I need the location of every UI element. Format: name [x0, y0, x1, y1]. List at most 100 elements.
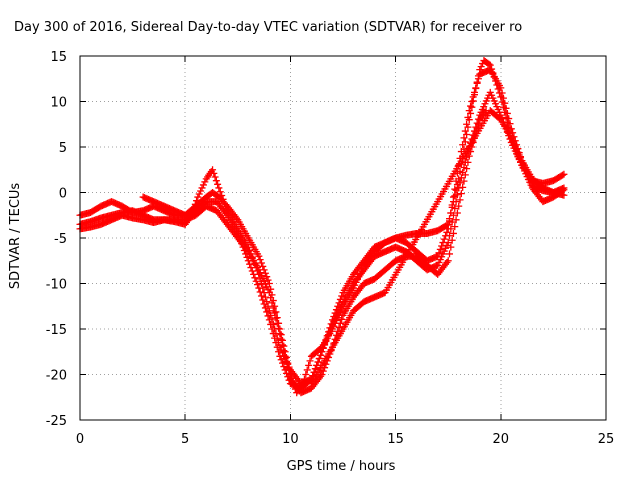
data-point: [238, 240, 246, 248]
data-point: [440, 235, 448, 243]
data-point: [263, 273, 271, 281]
data-point: [282, 369, 290, 377]
y-tick-label: 10: [50, 96, 67, 111]
data-point: [444, 225, 452, 233]
data-point: [473, 79, 481, 87]
data-point: [255, 284, 263, 292]
data-point: [315, 355, 323, 363]
data-point: [268, 325, 276, 333]
data-point: [216, 188, 224, 196]
data-point: [250, 270, 258, 278]
data-point: [256, 288, 264, 296]
data-point: [197, 187, 205, 195]
data-point: [254, 281, 262, 289]
data-point: [335, 299, 343, 307]
data-point: [259, 262, 267, 270]
data-point: [273, 319, 281, 327]
data-point: [453, 209, 461, 217]
data-point: [436, 245, 444, 253]
data-point: [457, 190, 465, 198]
data-point: [257, 292, 265, 300]
data-point: [460, 134, 468, 142]
data-point: [461, 171, 469, 179]
data-point: [447, 209, 455, 217]
data-point: [276, 330, 284, 338]
data-point: [442, 232, 450, 240]
data-point: [275, 348, 283, 356]
data-point: [264, 312, 272, 320]
data-point: [239, 243, 247, 251]
y-tick-label: -20: [46, 369, 67, 384]
data-point: [503, 109, 511, 117]
data-point: [460, 177, 468, 185]
data-point: [456, 196, 464, 204]
data-point: [323, 332, 331, 340]
data-point: [259, 296, 267, 304]
data-point: [251, 274, 259, 282]
data-point: [198, 184, 206, 192]
data-point: [272, 339, 280, 347]
data-point: [279, 341, 287, 349]
data-point: [474, 120, 482, 128]
data-point: [498, 89, 506, 97]
data-point: [267, 294, 275, 302]
data-point: [277, 335, 285, 343]
series-track-e: [307, 107, 568, 388]
data-point: [302, 371, 310, 378]
data-point: [452, 216, 460, 224]
data-point: [438, 242, 446, 250]
data-point: [280, 363, 288, 371]
axis-ticks: 0 5 10 15 20 25 -25 -20 -15 -10 -5 0 5 10 15: [46, 50, 615, 447]
data-point: [211, 173, 219, 181]
data-point: [281, 366, 289, 374]
data-point: [435, 249, 443, 257]
data-point: [195, 190, 203, 198]
data-point: [256, 256, 264, 264]
data-point: [218, 192, 226, 200]
data-point: [284, 373, 292, 381]
data-point: [455, 202, 463, 210]
x-tick-label: 5: [181, 432, 189, 447]
data-point: [209, 166, 217, 174]
data-point: [321, 340, 329, 348]
data-point: [268, 299, 276, 307]
data-point: [199, 181, 207, 189]
data-point: [326, 324, 334, 332]
data-point: [506, 120, 514, 128]
data-point: [464, 158, 472, 166]
x-tick-label: 25: [598, 432, 615, 447]
data-point: [257, 259, 265, 267]
y-axis-label: SDTVAR / TECUs: [8, 183, 23, 290]
data-point: [318, 348, 326, 356]
data-point: [472, 84, 480, 92]
data-point: [451, 223, 459, 231]
data-point: [469, 93, 477, 101]
data-points: [76, 57, 568, 397]
x-tick-label: 0: [76, 432, 84, 447]
data-point: [461, 127, 469, 135]
data-point: [265, 289, 273, 297]
data-point: [244, 257, 252, 265]
data-point: [210, 169, 218, 177]
data-point: [505, 115, 513, 123]
data-point: [449, 229, 457, 237]
data-point: [502, 104, 510, 112]
data-point: [497, 84, 505, 92]
data-point: [322, 336, 330, 344]
data-point: [499, 94, 507, 102]
data-point: [459, 141, 467, 149]
data-point: [248, 267, 256, 275]
data-point: [246, 260, 254, 268]
data-point: [220, 199, 228, 207]
data-point: [468, 98, 476, 105]
x-tick-label: 20: [493, 432, 510, 447]
data-point: [271, 309, 279, 317]
y-tick-label: -5: [54, 232, 67, 247]
data-point: [285, 376, 293, 384]
data-point: [275, 324, 283, 332]
data-point: [269, 330, 277, 338]
data-point: [255, 252, 263, 260]
data-point: [193, 197, 201, 205]
data-point: [279, 359, 287, 367]
data-point: [474, 75, 482, 83]
